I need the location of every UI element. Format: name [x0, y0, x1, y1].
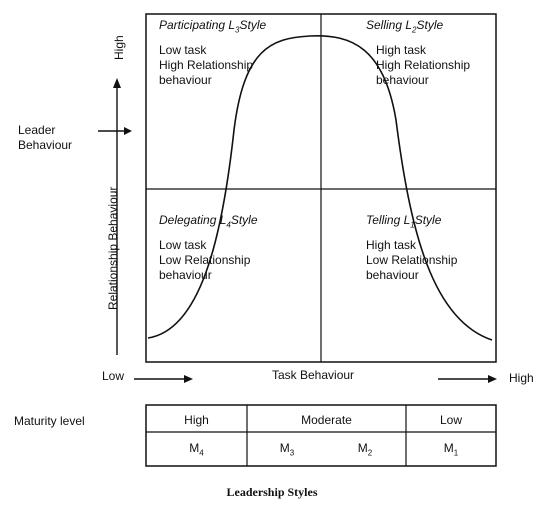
- quadrant-delegating-line: Low task: [159, 238, 207, 253]
- quadrant-participating-line: behaviour: [159, 73, 212, 88]
- quadrant-participating-title: Participating L3Style: [159, 18, 267, 35]
- maturity-code-m3: M3: [279, 441, 295, 458]
- quadrant-selling-title: Selling L2Style: [366, 18, 444, 35]
- y-axis-arrowhead-icon: [113, 78, 121, 88]
- y-axis-high-label: High: [112, 35, 126, 60]
- maturity-code-m2: M2: [357, 441, 373, 458]
- quadrant-selling-line: High task: [376, 43, 427, 58]
- quadrant-selling: Selling L2Style High task High Relations…: [366, 18, 470, 88]
- x-axis-arrowhead-left-icon: [184, 375, 193, 383]
- quadrant-participating-line: Low task: [159, 43, 207, 58]
- quadrant-participating: Participating L3Style Low task High Rela…: [159, 18, 266, 88]
- quadrant-delegating-line: Low Relationship: [159, 253, 251, 268]
- quadrant-telling-title: Telling L1Style: [366, 213, 442, 230]
- x-axis-arrowhead-right-icon: [488, 375, 497, 383]
- quadrant-telling-line: Low Relationship: [366, 253, 458, 268]
- quadrant-delegating-title: Delegating L4Style: [159, 213, 258, 230]
- y-axis-title: Relationship Behaviour: [106, 186, 120, 310]
- maturity-table-box: [145, 404, 497, 467]
- maturity-moderate-cell: Moderate: [301, 413, 352, 427]
- maturity-high-cell: High: [184, 413, 209, 427]
- quadrant-telling-line: behaviour: [366, 268, 419, 283]
- leadership-bell-curve: [147, 35, 493, 341]
- quadrant-delegating-line: behaviour: [159, 268, 212, 283]
- quadrant-delegating: Delegating L4Style Low task Low Relation…: [159, 213, 258, 283]
- maturity-low-cell: Low: [439, 413, 462, 427]
- quadrant-participating-line: High Relationship: [159, 58, 254, 73]
- maturity-code-m4: M4: [189, 441, 204, 458]
- maturity-level-label: Maturity level: [14, 414, 85, 428]
- quadrant-selling-line: High Relationship: [376, 58, 471, 73]
- x-axis-title: Task Behaviour: [272, 368, 355, 382]
- leader-label-line1: Leader: [18, 123, 56, 137]
- x-axis-low-label: Low: [102, 369, 125, 383]
- maturity-code-m1: M1: [443, 441, 459, 458]
- leader-arrowhead-icon: [124, 127, 132, 135]
- figure-caption: Leadership Styles: [226, 485, 318, 499]
- quadrant-telling-line: High task: [366, 238, 417, 253]
- x-axis-high-label: High: [509, 371, 534, 385]
- leader-label-line2: Behaviour: [18, 138, 73, 152]
- quadrant-telling: Telling L1Style High task Low Relationsh…: [366, 213, 457, 283]
- quadrant-selling-line: behaviour: [376, 73, 429, 88]
